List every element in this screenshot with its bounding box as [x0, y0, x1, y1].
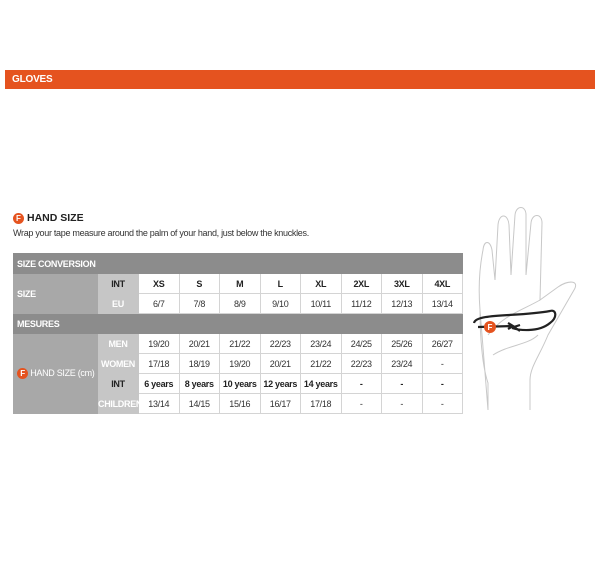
measure-cell: 15/16	[219, 393, 261, 414]
int-size-cell: XL	[300, 273, 342, 294]
eu-size-cell: 6/7	[138, 293, 180, 314]
int-size-cell: XS	[138, 273, 180, 294]
measure-cell: 20/21	[178, 333, 220, 354]
measure-cell: 19/20	[219, 353, 261, 374]
row-label: INT	[97, 373, 139, 394]
measure-cell: 14/15	[178, 393, 220, 414]
int-size-cell: 2XL	[340, 273, 382, 294]
eu-size-cell: 9/10	[259, 293, 301, 314]
f-badge-icon: F	[17, 368, 28, 379]
table-row: F HAND SIZE (cm) MEN 19/20 20/21 21/22 22/23 2…	[13, 333, 463, 414]
row-label: CHILDREN	[97, 393, 142, 414]
table-row: MESURES	[13, 313, 463, 334]
measure-cell: -	[421, 393, 463, 414]
measure-cell: -	[340, 393, 382, 414]
hand-size-heading: HAND SIZE	[27, 212, 84, 224]
measure-cell: 17/18	[300, 393, 342, 414]
table-row: SIZE CONVERSION	[13, 253, 463, 274]
measure-cell: -	[340, 373, 382, 394]
measure-cell: -	[421, 353, 463, 374]
measure-cell: 20/21	[259, 353, 301, 374]
mesures-header: MESURES	[13, 313, 463, 334]
measure-cell: 18/19	[178, 353, 220, 374]
measure-cell: 19/20	[138, 333, 180, 354]
hand-size-description: Wrap your tape measure around the palm o…	[13, 228, 309, 238]
eu-label: EU	[97, 293, 139, 314]
int-size-cell: L	[259, 273, 301, 294]
row-label: WOMEN	[97, 353, 139, 374]
measure-cell: 6 years	[138, 373, 180, 394]
size-conversion-header: SIZE CONVERSION	[13, 253, 463, 274]
measure-cell: 8 years	[178, 373, 220, 394]
eu-size-cell: 11/12	[340, 293, 382, 314]
int-label: INT	[97, 273, 139, 294]
eu-size-cell: 10/11	[300, 293, 342, 314]
measure-cell: 13/14	[138, 393, 180, 414]
hand-illustration: F	[472, 207, 576, 410]
table-row: INT 6 years 8 years 10 years 12 years 14 year…	[14, 373, 463, 394]
measure-cell: 21/22	[300, 353, 342, 374]
measure-cell: 21/22	[219, 333, 261, 354]
table-row: CHILDREN 13/14 14/15 15/16 16/17 17/18- - -	[14, 393, 463, 414]
int-size-cell: 4XL	[421, 273, 463, 294]
row-label: MEN	[97, 333, 139, 354]
eu-size-cell: 12/13	[381, 293, 423, 314]
measure-cell: -	[421, 373, 463, 394]
measure-cell: 23/24	[300, 333, 342, 354]
measure-cell: 12 years	[259, 373, 301, 394]
measure-cell: 10 years	[219, 373, 261, 394]
f-badge-icon: F	[13, 212, 24, 224]
measure-cell: 22/23	[259, 333, 301, 354]
section-title-bar: GLOVES	[5, 70, 595, 89]
eu-size-cell: 7/8	[178, 293, 220, 314]
size-label: SIZE	[13, 273, 98, 314]
table-row: WOMEN 17/18 18/19 19/20 20/21 21/22 22/23 23/24…	[14, 353, 463, 374]
eu-size-cell: 13/14	[421, 293, 463, 314]
int-size-cell: S	[178, 273, 220, 294]
measure-cell: 26/27	[421, 333, 463, 354]
int-size-cell: 3XL	[381, 273, 423, 294]
measure-cell: -	[381, 393, 423, 414]
measure-cell: 24/25	[340, 333, 382, 354]
hand-size-cm-label: HAND SIZE (cm)	[30, 368, 95, 378]
measure-cell: 17/18	[138, 353, 180, 374]
f-marker-label: F	[488, 323, 493, 332]
size-chart-table: SIZE CONVERSION SIZE INT XS S M L XL 2XL 3XL 4XL EU…	[13, 253, 463, 414]
measure-cell: 25/26	[381, 333, 423, 354]
measure-cell: -	[381, 373, 423, 394]
measure-cell: 16/17	[259, 393, 301, 414]
measure-cell: 23/24	[381, 353, 423, 374]
hand-size-title: F HAND SIZE	[13, 212, 84, 224]
int-size-cell: M	[219, 273, 261, 294]
measure-cell: 22/23	[340, 353, 382, 374]
measure-cell: 14 years	[300, 373, 342, 394]
hand-size-label: F HAND SIZE (cm)	[13, 333, 98, 414]
table-row: SIZE INT XS S M L XL 2XL 3XL 4XL	[13, 273, 463, 314]
eu-size-cell: 8/9	[219, 293, 261, 314]
